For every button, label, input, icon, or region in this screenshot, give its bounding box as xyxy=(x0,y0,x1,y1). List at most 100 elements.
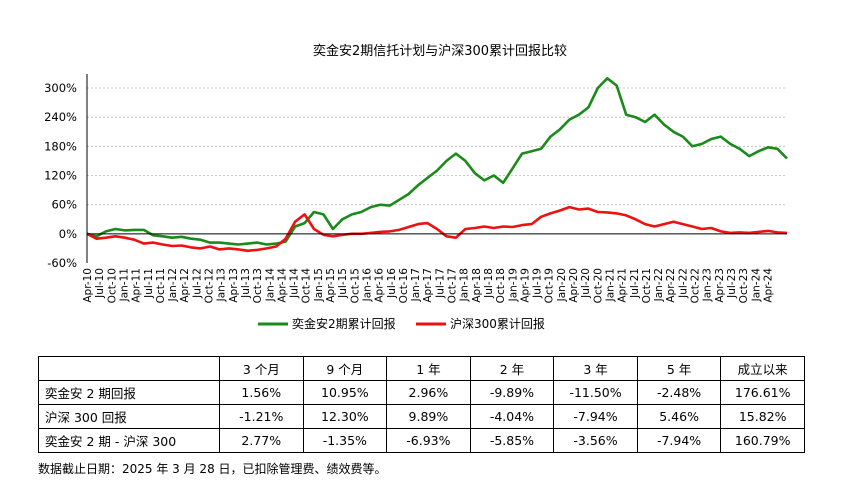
table-cell: 5.46% xyxy=(636,404,722,429)
x-tick-label: Jan-12 xyxy=(167,268,179,302)
y-tick-label: 60% xyxy=(51,198,77,212)
table-header-cell: 1 年 xyxy=(386,356,471,381)
table-cell: -6.93% xyxy=(386,428,471,453)
series-lines xyxy=(86,77,788,253)
x-tick-label: Jul-14 xyxy=(289,268,301,299)
legend: 奕金安2期累计回报 沪深300累计回报 xyxy=(258,316,545,331)
table-header-cell: 3 个月 xyxy=(219,356,304,381)
x-tick-label: Oct-15 xyxy=(349,268,361,303)
x-tick-label: Jan-20 xyxy=(556,268,568,302)
x-tick-label: Apr-20 xyxy=(568,268,580,303)
x-tick-label: Apr-21 xyxy=(617,268,629,303)
x-tick-label: Jan-22 xyxy=(653,268,665,302)
x-tick-label: Jul-13 xyxy=(240,268,252,299)
x-tick-label: Oct-19 xyxy=(544,268,556,303)
x-tick-label: Jul-16 xyxy=(386,268,398,299)
table-cell: 160.79% xyxy=(720,428,805,453)
row-label: 沪深 300 回报 xyxy=(38,404,220,429)
x-tick-label: Jul-19 xyxy=(532,268,544,299)
y-axis-ticks: 300% 240% 180% 120% 60% 0% -60% xyxy=(44,81,77,270)
table-cell: -1.21% xyxy=(219,404,304,429)
x-tick-label: Jan-13 xyxy=(216,268,228,302)
x-tick-label: Apr-24 xyxy=(762,268,774,303)
x-tick-label: Jan-14 xyxy=(264,268,276,303)
x-tick-label: Jan-18 xyxy=(459,268,471,302)
x-tick-label: Apr-15 xyxy=(325,268,337,303)
footnote: 数据截止日期：2025 年 3 月 28 日，已扣除管理费、绩效费等。 xyxy=(38,462,387,476)
table-cell: -7.94% xyxy=(636,428,722,453)
x-tick-label: Apr-14 xyxy=(276,268,288,303)
x-tick-label: Oct-18 xyxy=(495,268,507,303)
x-tick-label: Jan-24 xyxy=(750,268,762,303)
x-tick-label: Apr-17 xyxy=(422,268,434,303)
y-tick-label: -60% xyxy=(47,256,77,270)
y-tick-label: 240% xyxy=(44,110,77,124)
x-tick-label: Jul-21 xyxy=(629,268,641,299)
gridlines xyxy=(87,87,787,206)
y-tick-label: 300% xyxy=(44,81,77,95)
x-tick-label: Apr-10 xyxy=(82,268,94,303)
x-tick-label: Jul-17 xyxy=(434,268,446,299)
x-tick-label: Apr-18 xyxy=(471,268,483,303)
x-tick-label: Apr-16 xyxy=(374,268,386,303)
x-tick-label: Oct-14 xyxy=(301,268,313,304)
x-tick-label: Jul-15 xyxy=(337,268,349,299)
table-cell: 12.30% xyxy=(302,404,388,429)
legend-label-1: 奕金安2期累计回报 xyxy=(292,316,396,331)
x-tick-label: Jan-16 xyxy=(361,268,373,303)
x-tick-label: Jan-23 xyxy=(702,268,714,302)
x-tick-label: Oct-17 xyxy=(447,268,459,303)
row-label: 奕金安 2 期 - 沪深 300 xyxy=(38,428,220,453)
x-tick-label: Apr-12 xyxy=(179,268,191,303)
legend-label-2: 沪深300累计回报 xyxy=(450,316,545,331)
table-header-cell: 2 年 xyxy=(469,356,555,381)
x-tick-label: Jan-21 xyxy=(605,268,617,302)
x-tick-label: Oct-13 xyxy=(252,268,264,303)
y-tick-label: 0% xyxy=(59,227,77,241)
x-tick-label: Oct-20 xyxy=(592,268,604,303)
table-cell: 176.61% xyxy=(720,380,805,405)
table-cell: -9.89% xyxy=(469,380,555,405)
chart-area: 奕金安2期信托计划与沪深300累计回报比较 300% 240% 180% 120% 60… xyxy=(44,43,788,331)
table-cell: 9.89% xyxy=(386,404,471,429)
series-line-2 xyxy=(86,205,788,253)
table-cell: 10.95% xyxy=(302,380,388,405)
table-header-cell: 3 年 xyxy=(553,356,638,381)
x-tick-label: Oct-21 xyxy=(641,268,653,303)
y-tick-label: 180% xyxy=(44,139,77,153)
x-tick-label: Jul-18 xyxy=(483,268,495,299)
x-tick-label: Oct-12 xyxy=(204,268,216,303)
y-tick-label: 120% xyxy=(44,169,77,183)
x-tick-label: Apr-22 xyxy=(665,268,677,303)
table-cell: -4.04% xyxy=(469,404,555,429)
series-line-1 xyxy=(86,77,788,246)
x-tick-label: Jan-19 xyxy=(507,268,519,302)
x-tick-label: Jan-17 xyxy=(410,268,422,302)
table-cell: -5.85% xyxy=(469,428,555,453)
table-header-cell: 5 年 xyxy=(636,356,722,381)
row-label: 奕金安 2 期回报 xyxy=(38,380,220,405)
x-tick-label: Oct-16 xyxy=(398,268,410,304)
table-cell: -11.50% xyxy=(553,380,638,405)
x-tick-label: Oct-11 xyxy=(155,268,167,303)
chart-title: 奕金安2期信托计划与沪深300累计回报比较 xyxy=(313,43,567,59)
x-tick-label: Jul-22 xyxy=(677,268,689,299)
table-cell: -3.56% xyxy=(553,428,638,453)
x-tick-label: Oct-10 xyxy=(106,268,118,303)
x-tick-label: Apr-19 xyxy=(519,268,531,303)
table-cell: 2.77% xyxy=(219,428,304,453)
table-header-cell: 成立以来 xyxy=(720,356,805,381)
table-cell: 1.56% xyxy=(219,380,304,405)
table-cell: -1.35% xyxy=(302,428,388,453)
x-tick-label: Oct-23 xyxy=(738,268,750,303)
x-tick-label: Jan-15 xyxy=(313,268,325,302)
x-tick-label: Jul-12 xyxy=(191,268,203,299)
table-row: 奕金安 2 期 - 沪深 300 2.77% -1.35% -6.93% -5.… xyxy=(38,428,805,453)
table-header-cell: 9 个月 xyxy=(302,356,388,381)
table-row: 沪深 300 回报 -1.21% 12.30% 9.89% -4.04% -7.… xyxy=(38,404,805,429)
x-tick-label: Oct-22 xyxy=(690,268,702,303)
axes xyxy=(86,74,787,263)
table-cell: -2.48% xyxy=(636,380,722,405)
x-tick-label: Apr-23 xyxy=(714,268,726,303)
x-tick-label: Jul-23 xyxy=(726,268,738,299)
